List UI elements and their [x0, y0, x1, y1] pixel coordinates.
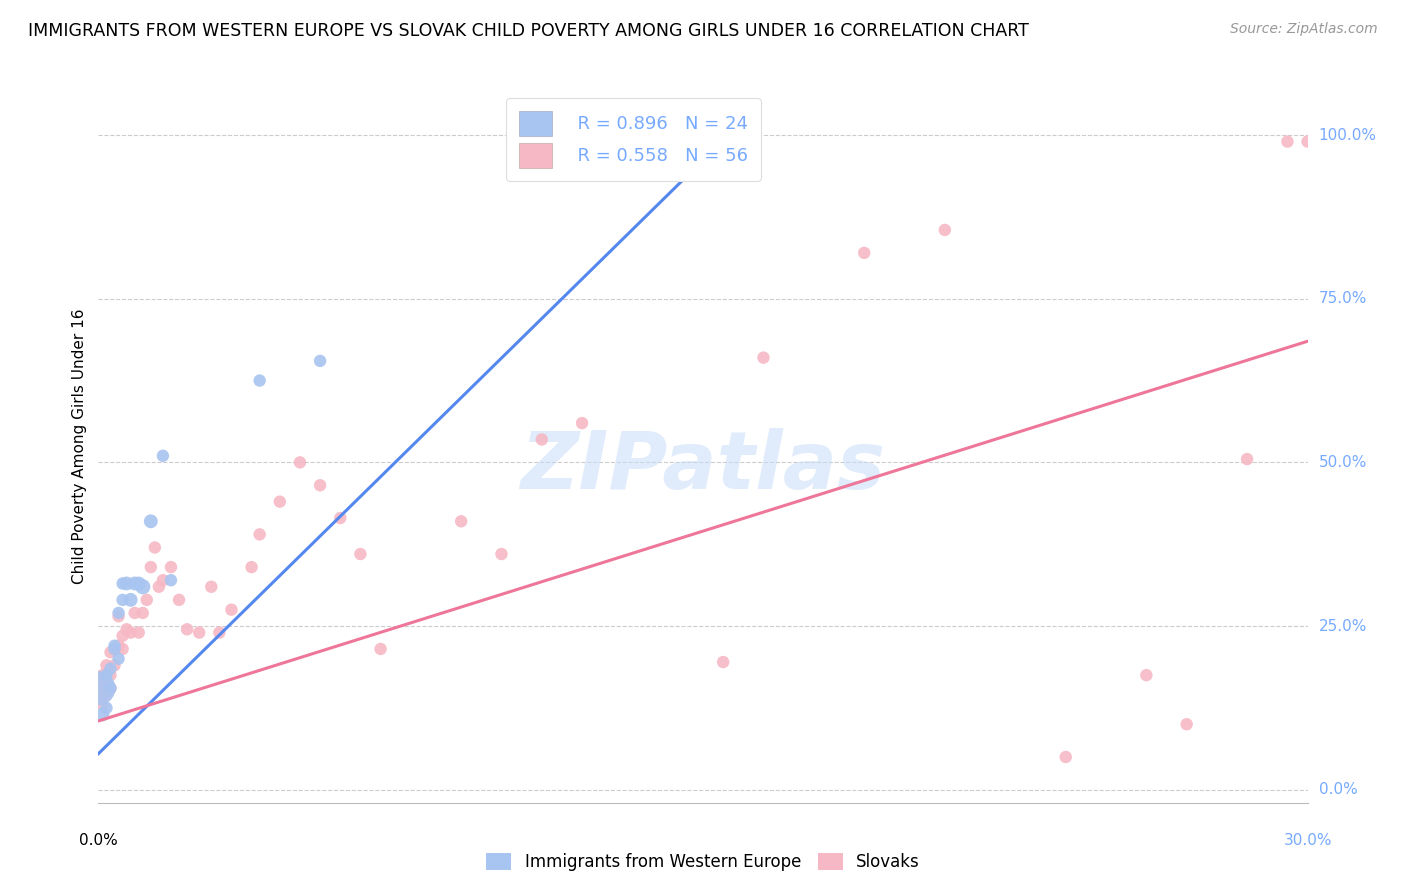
- Point: [249, 374, 271, 388]
- Point: [87, 678, 110, 692]
- Point: [100, 662, 122, 676]
- Point: [128, 576, 150, 591]
- Point: [96, 658, 118, 673]
- Point: [571, 416, 593, 430]
- Point: [143, 541, 166, 555]
- Y-axis label: Child Poverty Among Girls Under 16: Child Poverty Among Girls Under 16: [72, 309, 87, 583]
- Point: [148, 580, 170, 594]
- Point: [349, 547, 371, 561]
- Point: [107, 606, 129, 620]
- Point: [1054, 750, 1077, 764]
- Point: [124, 606, 146, 620]
- Point: [107, 609, 129, 624]
- Point: [135, 592, 157, 607]
- Point: [139, 514, 162, 528]
- Point: [103, 639, 125, 653]
- Point: [249, 527, 271, 541]
- Point: [733, 128, 755, 142]
- Point: [132, 606, 155, 620]
- Point: [269, 494, 291, 508]
- Point: [124, 576, 146, 591]
- Point: [103, 642, 125, 657]
- Point: [91, 668, 114, 682]
- Point: [96, 688, 118, 702]
- Point: [107, 639, 129, 653]
- Point: [100, 681, 122, 696]
- Text: 50.0%: 50.0%: [1319, 455, 1367, 470]
- Point: [167, 592, 190, 607]
- Point: [309, 478, 332, 492]
- Point: [530, 433, 553, 447]
- Point: [176, 623, 198, 637]
- Point: [200, 580, 222, 594]
- Point: [329, 511, 352, 525]
- Point: [160, 573, 183, 587]
- Point: [1135, 668, 1157, 682]
- Point: [160, 560, 183, 574]
- Point: [120, 625, 142, 640]
- Point: [711, 655, 734, 669]
- Point: [120, 592, 142, 607]
- Point: [934, 223, 956, 237]
- Text: ZIPatlas: ZIPatlas: [520, 428, 886, 507]
- Point: [111, 592, 134, 607]
- Point: [91, 707, 114, 722]
- Point: [107, 652, 129, 666]
- Point: [87, 681, 110, 696]
- Point: [188, 625, 211, 640]
- Text: IMMIGRANTS FROM WESTERN EUROPE VS SLOVAK CHILD POVERTY AMONG GIRLS UNDER 16 CORR: IMMIGRANTS FROM WESTERN EUROPE VS SLOVAK…: [28, 22, 1029, 40]
- Point: [711, 128, 734, 142]
- Point: [111, 642, 134, 657]
- Point: [96, 701, 118, 715]
- Point: [853, 245, 876, 260]
- Point: [491, 547, 513, 561]
- Text: 30.0%: 30.0%: [1284, 833, 1331, 848]
- Point: [103, 642, 125, 657]
- Text: Source: ZipAtlas.com: Source: ZipAtlas.com: [1230, 22, 1378, 37]
- Point: [752, 351, 775, 365]
- Point: [208, 625, 231, 640]
- Point: [96, 674, 118, 689]
- Point: [91, 698, 114, 712]
- Legend: Immigrants from Western Europe, Slovaks: Immigrants from Western Europe, Slovaks: [478, 845, 928, 880]
- Point: [370, 642, 392, 657]
- Point: [100, 645, 122, 659]
- Point: [87, 691, 110, 706]
- Point: [111, 576, 134, 591]
- Point: [132, 580, 155, 594]
- Point: [91, 681, 114, 696]
- Point: [111, 629, 134, 643]
- Point: [100, 668, 122, 682]
- Point: [100, 681, 122, 696]
- Point: [115, 576, 138, 591]
- Point: [221, 602, 243, 616]
- Point: [450, 514, 472, 528]
- Point: [309, 354, 332, 368]
- Text: 0.0%: 0.0%: [1319, 782, 1357, 797]
- Point: [103, 658, 125, 673]
- Point: [1277, 135, 1299, 149]
- Point: [152, 573, 174, 587]
- Point: [139, 560, 162, 574]
- Point: [115, 623, 138, 637]
- Text: 25.0%: 25.0%: [1319, 618, 1367, 633]
- Point: [240, 560, 263, 574]
- Point: [128, 625, 150, 640]
- Point: [96, 668, 118, 682]
- Point: [1236, 452, 1258, 467]
- Point: [1296, 135, 1319, 149]
- Text: 0.0%: 0.0%: [79, 833, 118, 848]
- Text: 100.0%: 100.0%: [1319, 128, 1376, 143]
- Text: 75.0%: 75.0%: [1319, 291, 1367, 306]
- Point: [1175, 717, 1198, 731]
- Legend:   R = 0.896   N = 24,   R = 0.558   N = 56: R = 0.896 N = 24, R = 0.558 N = 56: [506, 98, 761, 181]
- Point: [288, 455, 311, 469]
- Point: [152, 449, 174, 463]
